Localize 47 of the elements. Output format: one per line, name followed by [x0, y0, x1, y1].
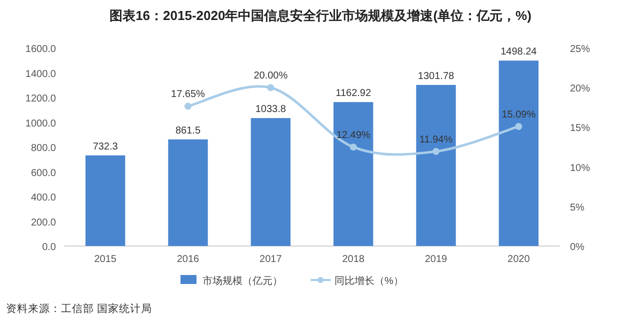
y2-tick-label: 20% [570, 84, 590, 95]
data-label: 12.49% [336, 130, 370, 142]
data-label: 1301.78 [418, 70, 455, 82]
x-tick-label: 2018 [342, 254, 365, 265]
data-label: 732.3 [92, 141, 118, 152]
y-tick-label: 1200.0 [25, 94, 56, 104]
y-tick-label: 800.0 [30, 143, 56, 154]
bar [416, 84, 456, 246]
point [184, 102, 192, 110]
y2-tick-label: 10% [570, 162, 590, 174]
y2-tick-label: 25% [570, 44, 590, 55]
bar [498, 60, 539, 246]
point [432, 148, 440, 155]
y2-tick-label: 0% [570, 242, 585, 253]
x-tick-label: 2020 [508, 254, 530, 265]
point [515, 122, 522, 130]
data-label: 861.5 [175, 125, 201, 136]
y-tick-label: 400.0 [30, 192, 56, 204]
legend-label: 同比增长（%） [334, 275, 404, 287]
chart-title: 图表16：2015-2020年中国信息安全行业市场规模及增速(单位：亿元，%) [110, 8, 532, 23]
point [350, 144, 357, 151]
y-tick-label: 1000.0 [25, 118, 56, 130]
x-tick-label: 2019 [424, 254, 448, 265]
y-tick-label: 600.0 [30, 168, 56, 179]
legend-label: 市场规模（亿元） [202, 275, 282, 287]
x-tick-label: 2015 [94, 254, 117, 265]
y2-tick-label: 15% [570, 123, 590, 134]
x-tick-label: 2016 [176, 254, 200, 265]
bar [168, 139, 208, 246]
y-tick-label: 1400.0 [25, 68, 56, 80]
data-label: 11.94% [419, 134, 453, 146]
point [267, 84, 274, 92]
text: 资料来源：工信部 国家统计局 [6, 302, 152, 315]
data-label: 1033.8 [255, 104, 286, 116]
y2-tick-label: 5% [570, 202, 585, 214]
data-label: 17.65% [171, 89, 206, 100]
y-tick-label: 1600.0 [25, 44, 56, 55]
x-tick-label: 2017 [260, 254, 282, 265]
bar [85, 155, 126, 246]
y-tick-label: 200.0 [30, 217, 56, 228]
data-label: 15.09% [502, 109, 536, 120]
bar [250, 118, 291, 246]
data-label: 20.00% [254, 70, 288, 82]
bar [333, 102, 374, 246]
y-tick-label: 0.0 [42, 242, 56, 253]
data-label: 1498.24 [500, 46, 538, 58]
data-label: 1162.92 [336, 88, 372, 100]
